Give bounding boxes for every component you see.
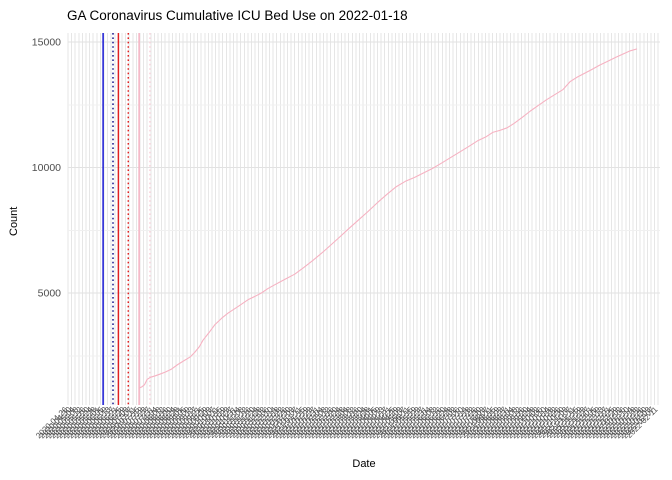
data-line xyxy=(138,48,638,389)
y-axis-title: Count xyxy=(8,206,20,236)
y-tick-label: 15000 xyxy=(32,37,61,49)
x-axis-title: Date xyxy=(352,458,376,470)
y-tick-label: 5000 xyxy=(38,288,62,300)
chart-title: GA Coronavirus Cumulative ICU Bed Use on… xyxy=(67,8,408,23)
y-tick-label: 10000 xyxy=(32,162,61,174)
